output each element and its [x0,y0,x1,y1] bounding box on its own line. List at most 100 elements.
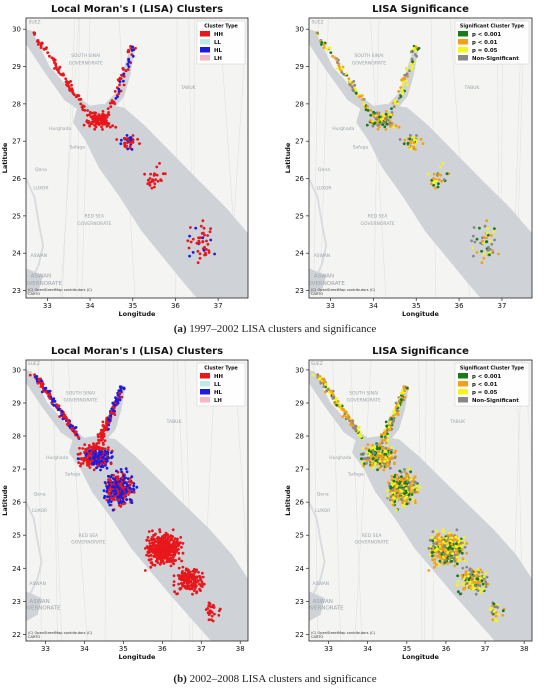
data-point [160,544,163,547]
data-point [391,421,394,425]
data-point [472,254,475,258]
legend-label: HL [214,390,223,396]
data-point [118,385,122,389]
data-point [445,537,448,540]
data-point [151,547,155,551]
data-point [429,545,433,548]
data-point [411,490,415,494]
gulf-of-aqaba-water [105,46,135,110]
data-point [151,542,155,546]
data-point [348,83,352,86]
data-point [164,546,168,550]
data-point [396,102,400,105]
data-point [177,548,180,551]
data-point [365,462,368,465]
data-point [384,430,387,434]
data-point [390,111,394,114]
legend-label: HH [214,374,224,380]
data-point [392,479,396,483]
data-point [127,60,131,64]
data-point [209,609,213,613]
data-point [409,134,412,137]
data-point [116,398,120,401]
legend-swatch [458,39,468,45]
data-point [411,60,415,64]
map-label-qena: Qena [318,167,330,173]
data-point [95,459,98,463]
data-point [202,226,206,230]
data-point [381,123,384,126]
data-point [207,618,211,622]
data-point [155,165,159,169]
legend-swatch [200,31,210,37]
data-point [117,87,121,91]
caption-a-text: 1997–2002 LISA clusters and significance [189,323,377,335]
data-point [79,464,82,468]
data-point [122,386,126,390]
data-point [210,618,213,622]
data-point [441,540,445,544]
data-point [119,505,123,508]
data-point [409,147,413,151]
data-point [149,565,153,569]
data-point [440,536,443,539]
data-point [465,551,469,555]
data-point [471,246,475,250]
data-point [413,475,417,479]
data-point [86,454,90,458]
data-point [410,484,413,488]
data-point [204,608,208,611]
data-point [456,559,460,563]
data-point [165,556,169,560]
data-point [390,478,394,482]
data-point [370,454,373,458]
data-point [402,505,406,508]
data-point [398,138,402,141]
data-point [412,498,415,501]
data-point [180,559,184,563]
map-label-luxor: LUXOR [32,508,47,514]
data-point [181,542,185,545]
data-point [122,72,126,76]
data-point [384,456,388,460]
data-point [125,470,129,474]
data-point [178,587,182,590]
data-point [93,127,97,131]
data-point [172,562,176,566]
data-point [446,533,450,537]
data-point [153,182,157,186]
data-point [488,608,492,611]
y-tick-label: 30 [12,26,21,34]
data-point [201,236,205,240]
map-credit: (C) OpenStreetMap contributors (C) [28,288,93,292]
data-point [196,261,200,264]
data-point [196,579,200,583]
caption-b-label: (b) [173,673,187,685]
data-point [130,475,134,479]
legend-label: LL [214,382,221,388]
data-point [493,227,496,231]
data-point [126,493,130,496]
data-point [90,445,93,449]
map-road [60,18,80,298]
data-point [460,544,463,548]
data-point [184,568,188,572]
y-tick-label: 28 [12,100,21,108]
data-point [365,123,369,127]
data-point [386,453,390,457]
map-road [332,360,341,641]
data-point [100,450,103,454]
data-point [414,481,418,485]
data-point [201,575,205,579]
data-point [64,417,68,421]
data-point [147,554,151,558]
data-point [131,138,135,142]
map-label-safaga: Safaga [353,145,369,151]
data-point [412,483,415,487]
data-point [131,54,135,58]
legend-label: LH [214,398,222,404]
data-point [178,577,182,581]
map-label-qena: Qena [35,167,47,173]
data-point [120,496,124,500]
data-point [406,141,410,145]
